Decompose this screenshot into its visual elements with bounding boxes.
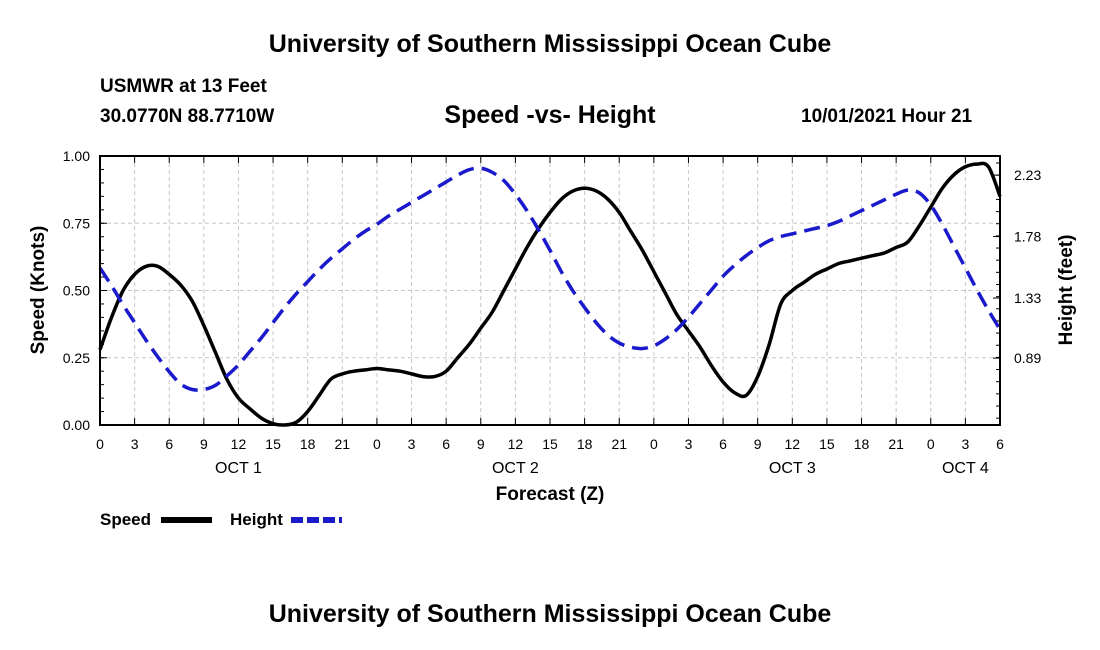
x-tick-label: 6 bbox=[165, 436, 173, 452]
x-tick-label: 9 bbox=[477, 436, 485, 452]
series-layer bbox=[98, 161, 1002, 427]
x-tick-label: 12 bbox=[785, 436, 801, 452]
x-tick-label: 3 bbox=[408, 436, 416, 452]
x-tick-label: 6 bbox=[996, 436, 1004, 452]
axis-layer: 0 3 6 9 12 15 18 21 0 3 6 9 12 15 18 21 0 3 6 9 12 15 18 21 0 3 6O… bbox=[63, 148, 1042, 477]
coordinates-label: 30.0770N 88.7710W bbox=[100, 106, 275, 127]
x-tick-label: 18 bbox=[300, 436, 316, 452]
day-label: OCT 3 bbox=[769, 460, 816, 477]
y2-axis-title: Height (feet) bbox=[1056, 235, 1077, 346]
x-tick-label: 18 bbox=[854, 436, 870, 452]
x-axis-title: Forecast (Z) bbox=[496, 484, 605, 505]
day-label: OCT 4 bbox=[942, 460, 989, 477]
x-tick-label: 15 bbox=[542, 436, 558, 452]
y-tick-label: 0.75 bbox=[63, 215, 90, 231]
day-label: OCT 1 bbox=[215, 460, 262, 477]
y-axis-title: Speed (Knots) bbox=[28, 226, 49, 355]
x-tick-label: 21 bbox=[611, 436, 627, 452]
legend-label-speed: Speed bbox=[100, 510, 151, 529]
legend-label-height: Height bbox=[230, 510, 283, 529]
x-tick-label: 0 bbox=[96, 436, 104, 452]
legend: Speed Height bbox=[100, 510, 342, 529]
x-tick-label: 15 bbox=[819, 436, 835, 452]
datetime-label: 10/01/2021 Hour 21 bbox=[801, 106, 973, 127]
x-tick-label: 0 bbox=[373, 436, 381, 452]
x-tick-label: 6 bbox=[719, 436, 727, 452]
x-tick-label: 3 bbox=[131, 436, 139, 452]
x-tick-label: 0 bbox=[927, 436, 935, 452]
station-label: USMWR at 13 Feet bbox=[100, 76, 267, 97]
grid-layer bbox=[100, 156, 1000, 425]
x-tick-label: 12 bbox=[231, 436, 247, 452]
x-tick-label: 9 bbox=[754, 436, 762, 452]
x-tick-label: 15 bbox=[265, 436, 281, 452]
y-tick-label: 0.50 bbox=[63, 283, 90, 299]
chart-title: University of Southern Mississippi Ocean… bbox=[268, 30, 832, 58]
x-tick-label: 3 bbox=[685, 436, 693, 452]
y-tick-label: 1.00 bbox=[63, 148, 90, 164]
x-tick-label: 21 bbox=[335, 436, 351, 452]
y-tick-label: 0.25 bbox=[63, 350, 90, 366]
y-tick-label: 0.00 bbox=[63, 417, 90, 433]
x-tick-label: 0 bbox=[650, 436, 658, 452]
chart-subtitle: Speed -vs- Height bbox=[444, 101, 656, 129]
x-tick-label: 6 bbox=[442, 436, 450, 452]
y2-tick-label: 1.33 bbox=[1014, 290, 1041, 306]
x-tick-label: 12 bbox=[508, 436, 524, 452]
y2-tick-label: 2.23 bbox=[1014, 167, 1041, 183]
y2-tick-label: 0.89 bbox=[1014, 350, 1041, 366]
x-tick-label: 3 bbox=[961, 436, 969, 452]
x-tick-label: 21 bbox=[888, 436, 904, 452]
x-tick-label: 18 bbox=[577, 436, 593, 452]
footer-title: University of Southern Mississippi Ocean… bbox=[268, 600, 832, 628]
speed-series-line bbox=[98, 161, 1002, 427]
height-series-line bbox=[98, 166, 1002, 392]
x-tick-label: 9 bbox=[200, 436, 208, 452]
y2-tick-label: 1.78 bbox=[1014, 229, 1041, 245]
day-label: OCT 2 bbox=[492, 460, 539, 477]
